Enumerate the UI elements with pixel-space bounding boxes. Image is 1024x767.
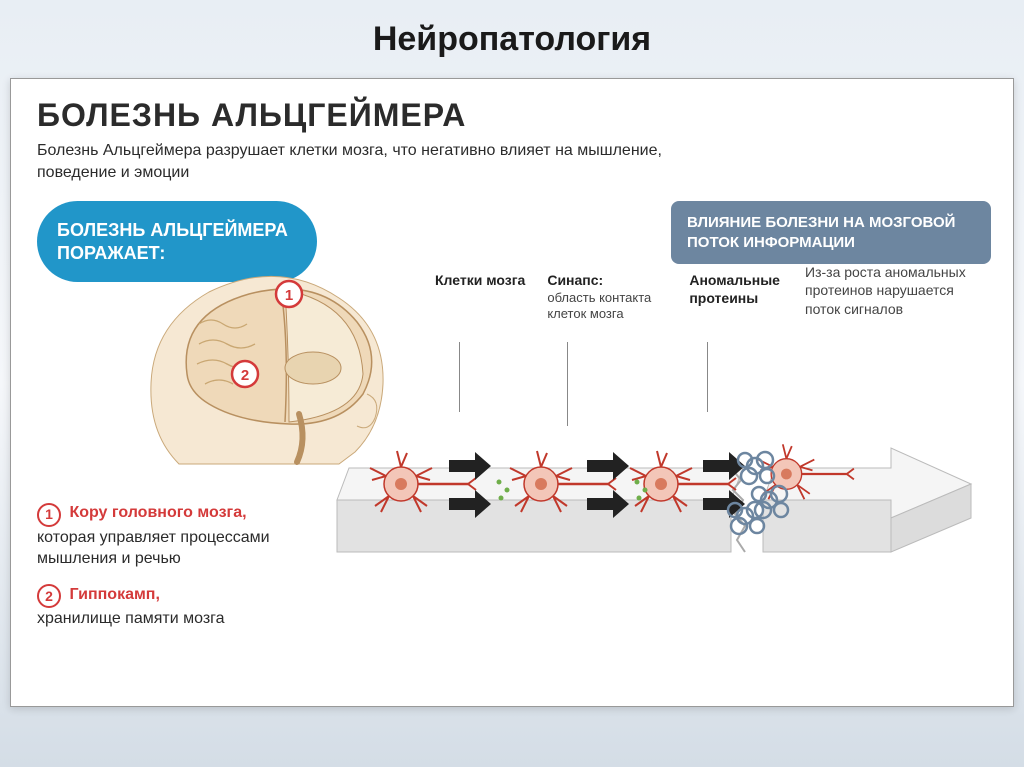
leader-line — [459, 342, 460, 412]
num-circle-2: 2 — [37, 584, 61, 608]
brain-marker-1: 1 — [276, 281, 302, 307]
leader-line — [567, 342, 568, 426]
right-column: ВЛИЯНИЕ БОЛЕЗНИ НА МОЗГОВОЙ ПОТОК ИНФОРМ… — [331, 201, 991, 630]
protein-tangle-icon — [738, 452, 774, 484]
main-heading: БОЛЕЗНЬ АЛЬЦГЕЙМЕРА — [37, 97, 987, 134]
influence-pill: ВЛИЯНИЕ БОЛЕЗНИ НА МОЗГОВОЙ ПОТОК ИНФОРМ… — [671, 201, 991, 264]
svg-text:2: 2 — [241, 367, 249, 384]
affect-item-2: 2 Гиппокамп, хранилище памяти мозга — [37, 584, 317, 630]
leader-line — [707, 342, 708, 412]
svg-text:1: 1 — [285, 287, 293, 304]
far-label: Из-за роста аномальных протеинов нарушае… — [805, 263, 985, 318]
num-circle-1: 1 — [37, 503, 61, 527]
page-title: Нейропатология — [0, 0, 1024, 59]
affect-body-1: которая управляет процессами мышления и … — [37, 527, 317, 570]
affects-list: 1 Кору головного мозга, которая управляе… — [37, 502, 317, 630]
label-cells: Клетки мозга — [435, 272, 525, 322]
label-synapse: Синапс: область контакта клеток мозга — [547, 272, 667, 322]
subtext: Болезнь Альцгеймера разрушает клетки моз… — [37, 140, 677, 183]
affect-head-1: Кору головного мозга, — [69, 504, 246, 521]
label-synapse-sub: область контакта клеток мозга — [547, 290, 667, 323]
affect-head-2: Гиппокамп, — [69, 586, 159, 603]
brain-marker-2: 2 — [232, 361, 258, 387]
neuron-diagram — [331, 348, 991, 588]
label-synapse-head: Синапс: — [547, 272, 603, 288]
info-panel: БОЛЕЗНЬ АЛЬЦГЕЙМЕРА Болезнь Альцгеймера … — [10, 78, 1014, 707]
left-column: БОЛЕЗНЬ АЛЬЦГЕЙМЕРА ПОРАЖАЕТ: — [37, 201, 317, 630]
affect-item-1: 1 Кору головного мозга, которая управляе… — [37, 502, 317, 570]
label-proteins: Аномальные протеины — [689, 272, 809, 322]
brain-illustration: 1 2 — [37, 278, 317, 488]
neuron-stage — [331, 348, 991, 588]
affect-body-2: хранилище памяти мозга — [37, 608, 317, 630]
